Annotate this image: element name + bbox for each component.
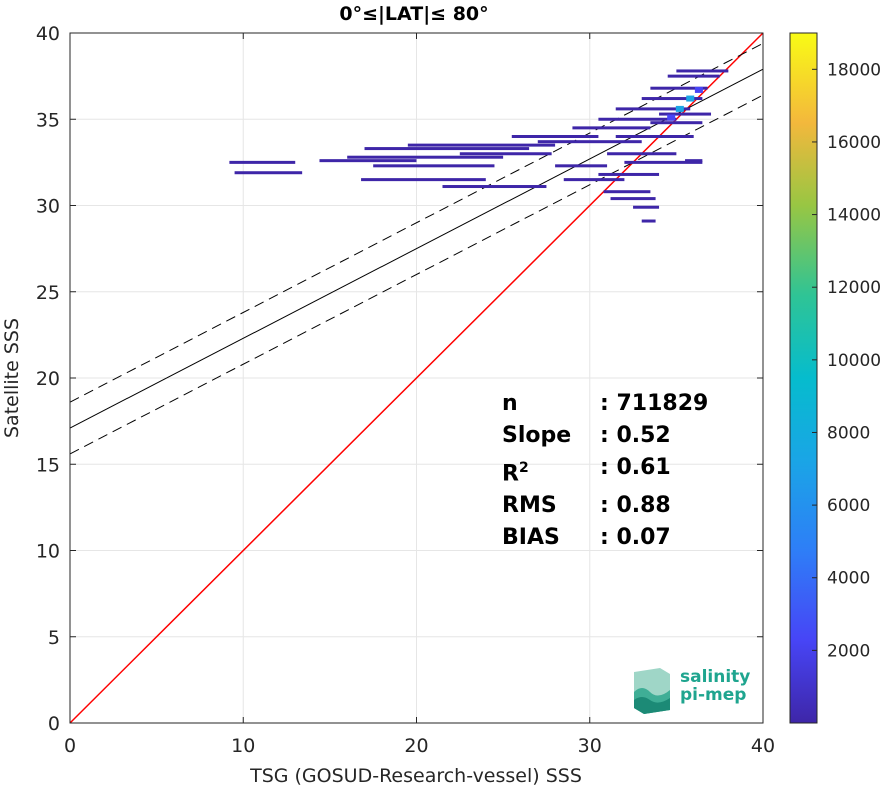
density-hotspot bbox=[694, 86, 703, 93]
colorbar-tick-label: 2000 bbox=[827, 641, 870, 661]
density-segment bbox=[361, 178, 486, 182]
y-tick-label: 30 bbox=[36, 196, 60, 218]
density-segment bbox=[555, 164, 608, 168]
density-segment bbox=[607, 152, 677, 156]
y-axis-label: Satellite SSS bbox=[1, 318, 23, 438]
line-identity bbox=[69, 32, 764, 724]
y-tick-label: 35 bbox=[36, 109, 60, 131]
density-segment bbox=[659, 112, 712, 116]
density-segment bbox=[603, 190, 651, 194]
density-segment bbox=[442, 185, 547, 189]
wave-logo-icon bbox=[634, 668, 670, 714]
density-points bbox=[229, 69, 729, 223]
x-tick-label: 40 bbox=[751, 735, 775, 757]
line-regression-lower bbox=[69, 94, 764, 455]
density-segment bbox=[229, 160, 296, 164]
density-segment bbox=[610, 197, 656, 201]
density-segment bbox=[615, 135, 694, 138]
stat-bias: BIAS: 0.07 bbox=[502, 525, 671, 551]
density-segment bbox=[407, 143, 556, 147]
density-segment bbox=[633, 205, 660, 209]
density-segment bbox=[641, 97, 703, 101]
plot-title: 0°≤|LAT|≤ 80° bbox=[339, 3, 488, 25]
colorbar bbox=[789, 32, 818, 724]
y-tick-label: 5 bbox=[48, 627, 60, 649]
y-tick-label: 15 bbox=[36, 454, 60, 476]
colorbar-tick-label: 14000 bbox=[827, 206, 881, 226]
line-regression-upper bbox=[69, 42, 764, 403]
density-segment bbox=[598, 117, 677, 121]
density-segment bbox=[364, 147, 530, 151]
stat-n: n: 711829 bbox=[502, 391, 709, 416]
y-tick-label: 0 bbox=[48, 713, 60, 735]
density-segment bbox=[624, 160, 703, 164]
density-segment bbox=[667, 74, 720, 78]
density-segment bbox=[459, 152, 552, 156]
x-tick-label: 20 bbox=[404, 735, 428, 757]
colorbar-tick-label: 18000 bbox=[827, 60, 881, 80]
x-tick-label: 10 bbox=[231, 735, 255, 757]
salinity-pi-mep-logo: salinity pi-mep bbox=[630, 666, 760, 716]
x-axis-label: TSG (GOSUD-Research-vessel) SSS bbox=[249, 765, 582, 787]
density-segment bbox=[563, 178, 625, 182]
x-tick-label: 30 bbox=[578, 735, 602, 757]
colorbar-tick-label: 8000 bbox=[827, 423, 870, 443]
y-axis-ticks: 0 5 10 15 20 25 30 35 40 bbox=[36, 23, 763, 735]
density-hotspot bbox=[686, 95, 695, 102]
density-segment bbox=[234, 171, 303, 175]
stat-slope: Slope: 0.52 bbox=[502, 423, 671, 448]
density-segment bbox=[373, 164, 495, 168]
density-segment bbox=[537, 140, 642, 144]
logo-word-1: salinity bbox=[680, 667, 751, 687]
stats-annotation: n: 711829 Slope: 0.52 R2: 0.61 RMS: 0.88… bbox=[502, 388, 708, 554]
colorbar-tick-label: 16000 bbox=[827, 133, 881, 153]
density-segment bbox=[572, 126, 651, 130]
colorbar-tick-label: 4000 bbox=[827, 569, 870, 589]
stat-rms: RMS: 0.88 bbox=[502, 493, 671, 519]
colorbar-tick-label: 6000 bbox=[827, 496, 870, 516]
colorbar-ticks: 2000 4000 6000 8000 10000 12000 14000 16000 1800… bbox=[812, 60, 881, 661]
density-segment bbox=[511, 135, 599, 138]
density-segment bbox=[676, 69, 729, 73]
density-segment bbox=[347, 155, 504, 159]
stat-r2: R2: 0.61 bbox=[502, 455, 671, 487]
density-hotspot bbox=[667, 114, 676, 121]
density-segment bbox=[650, 121, 703, 125]
y-tick-label: 20 bbox=[36, 368, 60, 390]
y-tick-label: 10 bbox=[36, 541, 60, 563]
x-tick-label: 0 bbox=[64, 735, 76, 757]
logo-word-2: pi-mep bbox=[680, 685, 747, 705]
density-segment bbox=[685, 159, 703, 163]
density-segment bbox=[650, 86, 708, 90]
density-hotspot bbox=[675, 105, 684, 112]
density-segment bbox=[598, 172, 660, 176]
density-segment bbox=[319, 159, 417, 163]
x-axis-ticks: 0 10 20 30 40 bbox=[64, 33, 775, 757]
y-tick-label: 40 bbox=[36, 23, 60, 45]
colorbar-tick-label: 10000 bbox=[827, 351, 881, 371]
colorbar-tick-label: 12000 bbox=[827, 278, 881, 298]
y-tick-label: 25 bbox=[36, 282, 60, 304]
density-segment bbox=[641, 219, 656, 223]
density-segment bbox=[615, 107, 691, 111]
